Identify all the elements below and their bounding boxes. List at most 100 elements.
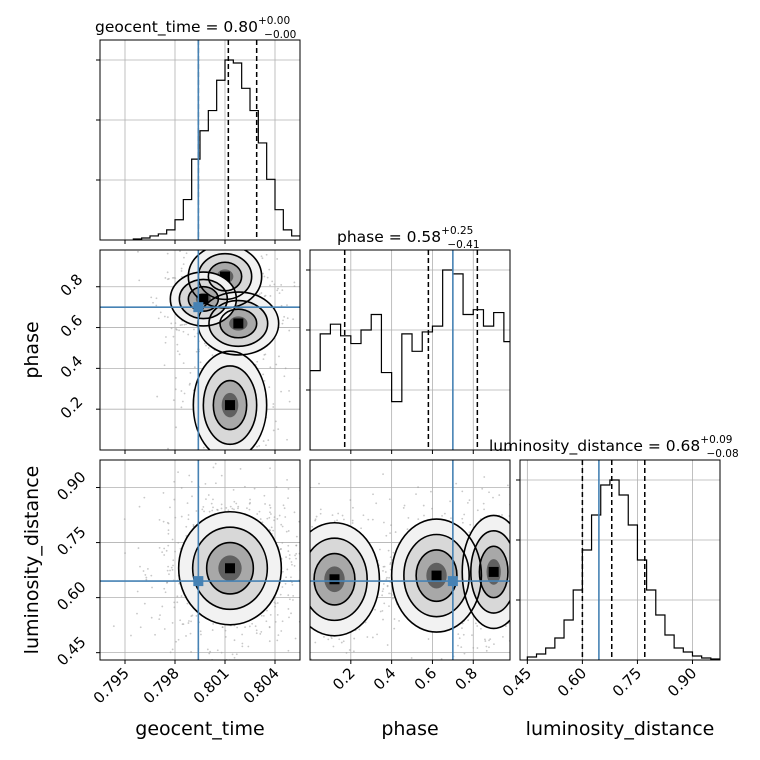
sample-point: [260, 630, 263, 633]
sample-point: [281, 525, 284, 528]
sample-point: [513, 601, 515, 603]
sample-point: [260, 292, 263, 294]
sample-point: [528, 592, 530, 594]
sample-point: [521, 621, 523, 623]
sample-point: [352, 650, 355, 653]
sample-point: [241, 645, 244, 648]
sample-point: [538, 555, 540, 557]
sample-point: [303, 662, 305, 664]
sample-point: [152, 301, 154, 304]
sample-point: [381, 609, 384, 612]
sample-point: [233, 656, 236, 659]
sample-point: [522, 606, 524, 608]
sample-point: [214, 246, 216, 248]
sample-point: [235, 653, 238, 656]
sample-point: [209, 650, 212, 653]
sample-point: [185, 323, 188, 326]
sample-point: [269, 295, 272, 297]
sample-point: [544, 578, 546, 580]
sample-point: [443, 512, 446, 515]
sample-point: [244, 226, 246, 228]
sample-point: [417, 486, 419, 489]
sample-point: [272, 529, 275, 532]
sample-point: [521, 581, 523, 583]
contour: [212, 379, 248, 431]
sample-point: [430, 490, 432, 493]
sample-point: [307, 591, 309, 593]
sample-point: [392, 551, 395, 554]
sample-point: [179, 324, 182, 327]
sample-point: [212, 466, 215, 469]
sample-point: [351, 522, 354, 524]
sample-point: [263, 295, 266, 298]
sample-point: [524, 579, 526, 581]
sample-point: [471, 634, 473, 637]
sample-point: [305, 590, 307, 592]
sample-point: [220, 507, 223, 510]
sample-point: [367, 518, 370, 521]
sample-point: [247, 457, 249, 459]
sample-point: [262, 440, 265, 442]
sample-point: [387, 549, 390, 552]
sample-point: [284, 516, 287, 518]
sample-point: [390, 592, 393, 595]
sample-point: [505, 673, 507, 675]
sample-point: [461, 627, 463, 630]
sample-point: [98, 561, 100, 563]
y-tick-label: 0.90: [53, 468, 89, 504]
sample-point: [285, 576, 287, 579]
sample-point: [294, 554, 296, 557]
sample-point: [271, 280, 274, 283]
sample-point: [303, 526, 305, 528]
contour: [403, 533, 470, 618]
sample-point: [208, 510, 211, 513]
sample-point: [193, 474, 195, 476]
sample-point: [256, 457, 258, 459]
sample-point: [163, 547, 166, 550]
sample-point: [422, 504, 425, 507]
sample-point: [163, 315, 166, 318]
sample-point: [364, 621, 367, 624]
sample-point: [188, 620, 190, 622]
sample-point: [269, 506, 272, 509]
sample-point: [511, 521, 513, 523]
sample-point: [187, 622, 190, 624]
sample-point: [287, 530, 290, 532]
sample-point: [264, 503, 266, 505]
sample-point: [262, 358, 265, 361]
sample-point: [468, 499, 471, 502]
sample-point: [308, 538, 310, 540]
sample-point: [352, 506, 354, 509]
sample-point: [187, 514, 190, 516]
sample-point: [389, 563, 392, 566]
x-tick-labels-luminosity-distance: 0.45 0.60 0.75 0.90: [499, 664, 700, 700]
sample-point: [431, 507, 433, 510]
sample-point: [227, 451, 229, 453]
sample-point: [447, 437, 449, 439]
sample-point: [295, 544, 298, 547]
sample-point: [165, 549, 168, 552]
sample-point: [488, 646, 490, 649]
sample-point: [173, 606, 176, 609]
sample-point: [154, 633, 156, 636]
sample-point: [241, 642, 244, 645]
sample-point: [268, 268, 271, 271]
y-tick-labels-phase: 0.2 0.4 0.6 0.8: [57, 270, 87, 422]
sample-point: [483, 476, 486, 478]
sample-point: [337, 512, 340, 515]
sample-point: [166, 316, 169, 319]
sample-point: [287, 670, 289, 672]
sample-point: [189, 371, 192, 374]
sample-point: [427, 638, 430, 640]
sample-point: [295, 576, 297, 578]
sample-point: [167, 529, 170, 532]
sample-point: [291, 563, 293, 566]
sample-point: [530, 570, 532, 572]
sample-point: [468, 531, 471, 534]
sample-point: [276, 613, 279, 616]
contour: [178, 278, 229, 320]
sample-point: [469, 523, 472, 526]
sample-point: [143, 602, 146, 605]
sample-point: [205, 498, 207, 501]
contour: [310, 537, 368, 622]
